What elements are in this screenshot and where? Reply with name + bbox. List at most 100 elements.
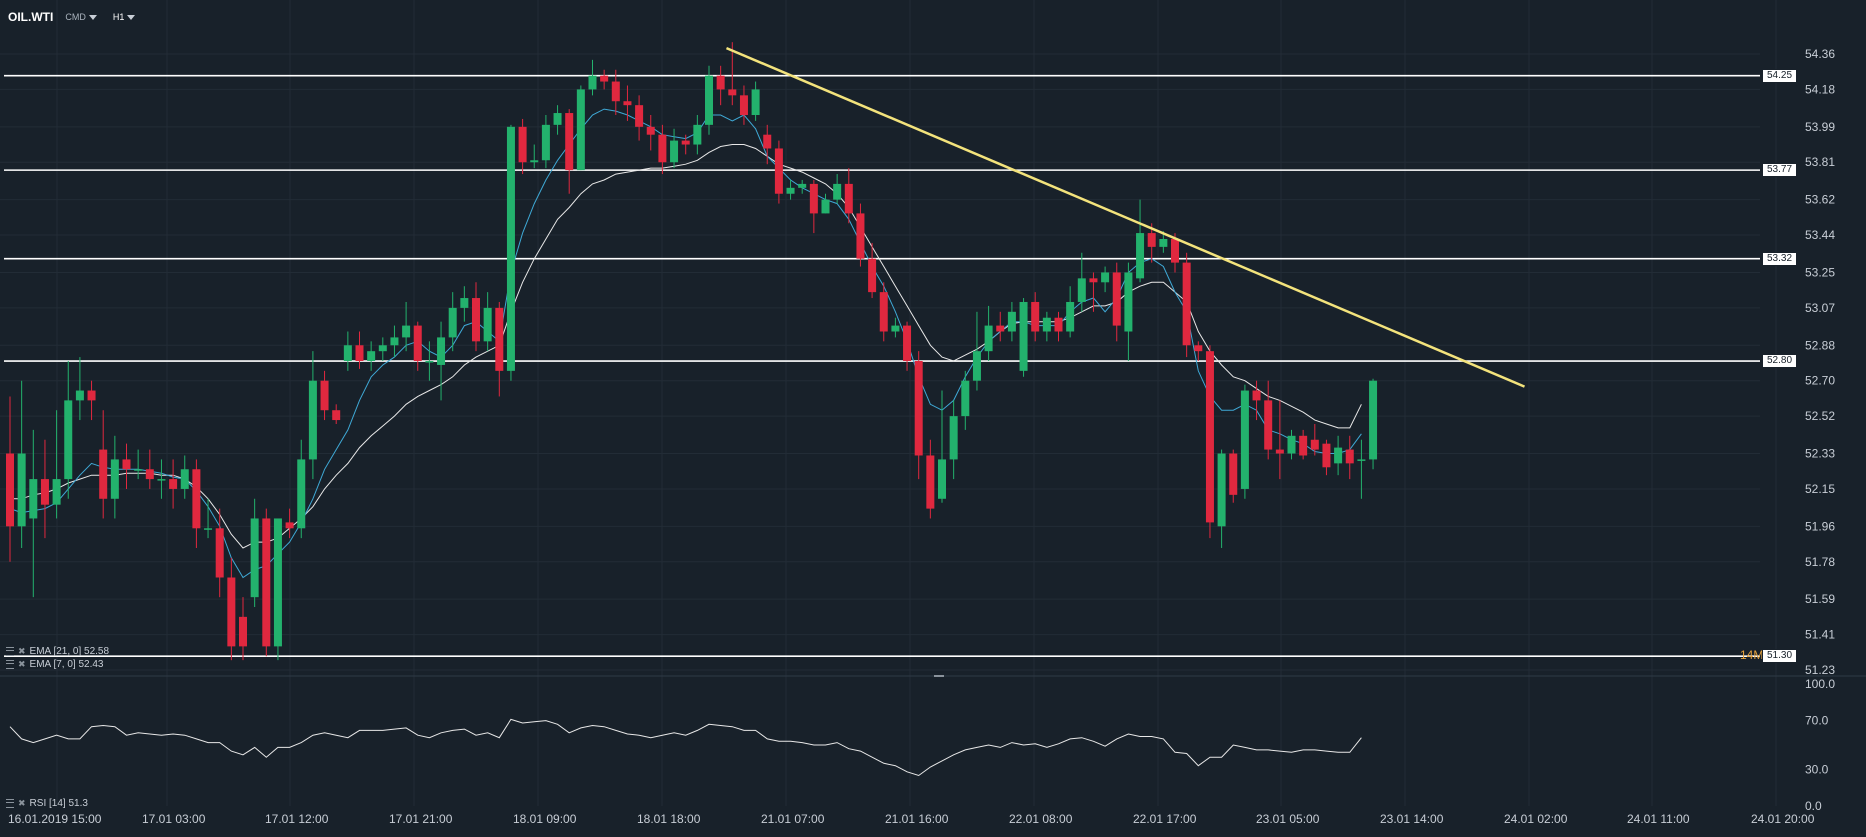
time-axis-label: 22.01 17:00 bbox=[1133, 812, 1197, 826]
candle-body bbox=[122, 459, 131, 470]
candle-body bbox=[1112, 272, 1121, 326]
price-axis-label: 53.25 bbox=[1805, 265, 1835, 279]
candle-body bbox=[541, 124, 550, 161]
price-axis-label: 51.23 bbox=[1805, 663, 1835, 677]
level-price-tag[interactable]: 53.32 bbox=[1762, 251, 1798, 266]
price-axis-label: 51.78 bbox=[1805, 555, 1835, 569]
time-axis-label: 24.01 02:00 bbox=[1504, 812, 1568, 826]
ema7-line bbox=[9, 108, 1362, 579]
timeframe-label: H1 bbox=[112, 12, 125, 22]
candle-body bbox=[215, 528, 224, 578]
candle-body bbox=[996, 325, 1005, 332]
settings-icon[interactable] bbox=[6, 647, 14, 656]
candle-body bbox=[332, 410, 341, 421]
candle-body bbox=[1217, 453, 1226, 527]
candle-body bbox=[693, 124, 702, 145]
candle-body bbox=[646, 126, 655, 135]
level-price-tag[interactable]: 54.25 bbox=[1762, 68, 1798, 83]
settings-icon[interactable] bbox=[6, 799, 14, 808]
time-axis-label: 18.01 09:00 bbox=[513, 812, 577, 826]
candle-body bbox=[110, 459, 119, 499]
candle-body bbox=[99, 449, 108, 499]
timeframe-dropdown[interactable]: H1 bbox=[109, 10, 140, 24]
time-axis-label: 17.01 03:00 bbox=[142, 812, 206, 826]
candle-body bbox=[1322, 443, 1331, 468]
close-icon[interactable]: ✖ bbox=[18, 646, 26, 656]
settings-icon[interactable] bbox=[6, 660, 14, 669]
candle-body bbox=[378, 345, 387, 352]
candle-body bbox=[681, 140, 690, 145]
candle-body bbox=[1287, 435, 1296, 454]
candle-body bbox=[273, 518, 282, 647]
candle-body bbox=[670, 140, 679, 163]
rsi-axis-label: 0.0 bbox=[1805, 799, 1822, 813]
candle-body bbox=[518, 126, 527, 163]
level-price-tag[interactable]: 53.77 bbox=[1762, 163, 1798, 178]
candle-body bbox=[879, 292, 888, 332]
candle-body bbox=[1042, 317, 1051, 332]
candle-body bbox=[1299, 435, 1308, 456]
time-axis-label: 16.01.2019 15:00 bbox=[8, 812, 102, 826]
level-price-tag[interactable]: 52.80 bbox=[1762, 354, 1798, 369]
candle-body bbox=[6, 453, 14, 527]
candle-body bbox=[506, 126, 515, 371]
ema21-legend[interactable]: ✖ EMA [21, 0] 52.58 bbox=[6, 646, 109, 657]
price-axis-label: 51.96 bbox=[1805, 519, 1835, 533]
price-axis-label: 52.33 bbox=[1805, 447, 1835, 461]
time-axis-label: 21.01 07:00 bbox=[761, 812, 825, 826]
price-axis-label: 53.99 bbox=[1805, 120, 1835, 134]
candle-body bbox=[1182, 262, 1191, 346]
ema21-legend-text: EMA [21, 0] 52.58 bbox=[29, 646, 110, 657]
candle-body bbox=[1124, 272, 1133, 332]
candle-body bbox=[52, 479, 61, 505]
candle-body bbox=[1275, 449, 1284, 454]
candle-body bbox=[1252, 390, 1261, 401]
candle-body bbox=[355, 345, 364, 362]
symbol-label[interactable]: OIL.WTI bbox=[8, 10, 54, 24]
candle-body bbox=[844, 183, 853, 214]
price-axis-label: 53.81 bbox=[1805, 155, 1835, 169]
candle-body bbox=[635, 105, 644, 127]
candle-body bbox=[821, 199, 830, 214]
rsi-legend[interactable]: ✖ RSI [14] 51.3 bbox=[6, 798, 88, 809]
candle-body bbox=[180, 469, 189, 489]
candle-body bbox=[1310, 439, 1319, 450]
candle-body bbox=[1264, 400, 1273, 450]
candle-body bbox=[204, 528, 213, 530]
price-axis-label: 53.62 bbox=[1805, 193, 1835, 207]
price-axis-label: 52.70 bbox=[1805, 374, 1835, 388]
candle-body bbox=[285, 522, 294, 529]
candle-body bbox=[1147, 233, 1156, 247]
instrument-type-dropdown[interactable]: CMD bbox=[61, 10, 101, 24]
candle-body bbox=[751, 89, 760, 116]
candle-body bbox=[1334, 447, 1343, 464]
candle-body bbox=[87, 390, 96, 401]
candle-body bbox=[1194, 345, 1203, 352]
candle-body bbox=[413, 325, 422, 362]
candle-body bbox=[250, 518, 259, 598]
candle-body bbox=[553, 113, 562, 125]
candle-body bbox=[483, 307, 492, 342]
time-axis-label: 23.01 14:00 bbox=[1380, 812, 1444, 826]
ema7-legend[interactable]: ✖ EMA [7, 0] 52.43 bbox=[6, 659, 103, 670]
candle-body bbox=[833, 183, 842, 200]
ema7-legend-text: EMA [7, 0] 52.43 bbox=[29, 659, 104, 670]
candle-body bbox=[1101, 272, 1110, 283]
candle-body bbox=[239, 616, 247, 647]
candle-body bbox=[262, 518, 271, 647]
candle-body bbox=[157, 479, 166, 481]
price-axis-label: 51.41 bbox=[1805, 628, 1835, 642]
candle-body bbox=[623, 101, 632, 106]
candle-body bbox=[588, 75, 597, 90]
candle-body bbox=[809, 183, 818, 214]
close-icon[interactable]: ✖ bbox=[18, 659, 26, 669]
chevron-down-icon bbox=[127, 14, 136, 20]
ema21-line bbox=[10, 144, 1362, 549]
close-icon[interactable]: ✖ bbox=[18, 798, 26, 808]
level-price-tag[interactable]: 51.30 bbox=[1762, 649, 1798, 664]
pane-resize-handle bbox=[934, 675, 944, 677]
price-axis-label: 52.15 bbox=[1805, 482, 1835, 496]
candle-body bbox=[437, 337, 446, 365]
candle-body bbox=[134, 469, 143, 471]
